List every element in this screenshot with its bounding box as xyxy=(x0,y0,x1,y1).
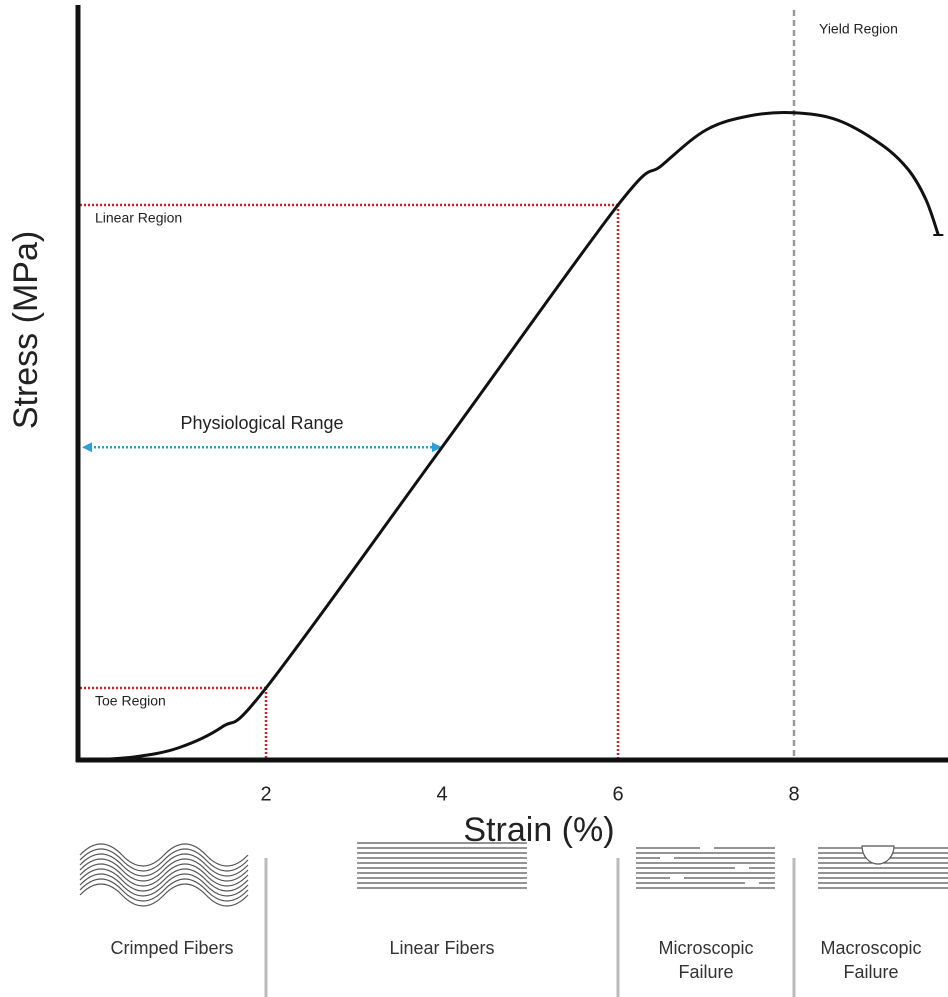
x-tick-label: 2 xyxy=(260,783,271,805)
micro-gap xyxy=(735,866,749,870)
x-tick-label: 4 xyxy=(436,783,447,805)
y-axis-title: Stress (MPa) xyxy=(7,231,45,429)
curve xyxy=(90,112,938,760)
phase-label: Linear Fibers xyxy=(367,936,517,960)
region-label: Toe Region xyxy=(95,693,166,709)
page: Stress (MPa) Strain (%) Toe RegionLinear… xyxy=(0,0,948,997)
micro-gap xyxy=(745,881,759,885)
macro-notch xyxy=(862,846,894,864)
fiber-icons xyxy=(80,843,948,906)
micro-gap xyxy=(700,846,714,850)
phase-label: Crimped Fibers xyxy=(97,936,247,960)
chart: Stress (MPa) Strain (%) Toe RegionLinear… xyxy=(0,0,948,997)
micro-gap xyxy=(712,891,726,895)
arrow-head xyxy=(82,442,92,452)
region-label: Linear Region xyxy=(95,210,182,226)
micro-gap xyxy=(670,876,684,880)
range-label: Physiological Range xyxy=(180,413,343,433)
x-tick-label: 8 xyxy=(788,783,799,805)
micro-gap xyxy=(660,856,674,860)
phase-label: Macroscopic Failure xyxy=(796,936,946,984)
x-tick-label: 6 xyxy=(612,783,623,805)
phase-label: Microscopic Failure xyxy=(631,936,781,984)
region-label: Yield Region xyxy=(819,21,898,37)
